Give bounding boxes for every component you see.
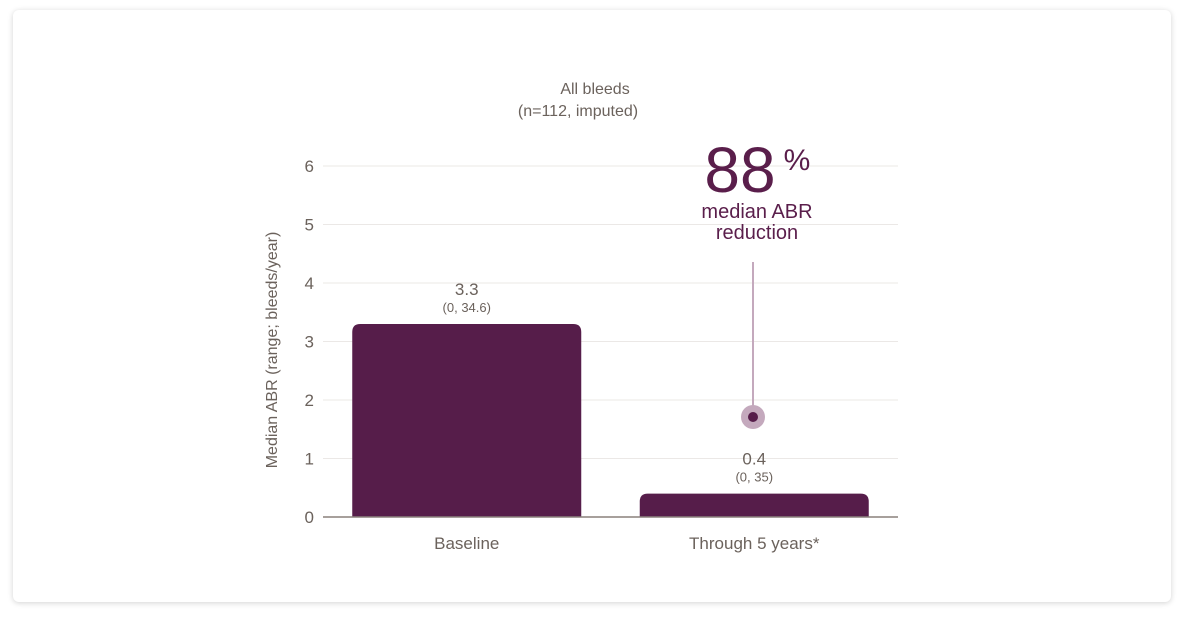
reduction-label-2: reduction [716,222,798,244]
bar-value-label: 3.3 [455,280,479,299]
chart-card [13,10,1171,602]
bar-2 [639,493,869,517]
y-tick-label: 1 [305,450,314,469]
reduction-value: 88 [704,134,775,206]
bar-range-label: (0, 35) [735,470,773,485]
chart-subtitle: (n=112, imputed) [518,103,638,120]
reduction-label-1: median ABR [701,201,812,223]
reduction-annotation: 88 % median ABR reduction [701,134,813,429]
connector-dot [748,412,758,422]
x-tick-label: Through 5 years* [689,534,820,553]
y-tick-label: 6 [305,157,314,176]
y-axis-label: Median ABR (range; bleeds/year) [264,232,281,469]
y-tick-label: 4 [305,274,314,293]
y-tick-label: 0 [305,508,314,527]
y-tick-label: 5 [305,216,314,235]
y-tick-label: 3 [305,333,314,352]
reduction-unit: % [784,144,811,177]
chart-title: All bleeds [560,81,629,98]
bar-range-label: (0, 34.6) [443,300,491,315]
x-tick-label: Baseline [434,534,499,553]
bar-value-label: 0.4 [742,450,766,469]
y-tick-label: 2 [305,391,314,410]
bar-1 [352,323,582,517]
